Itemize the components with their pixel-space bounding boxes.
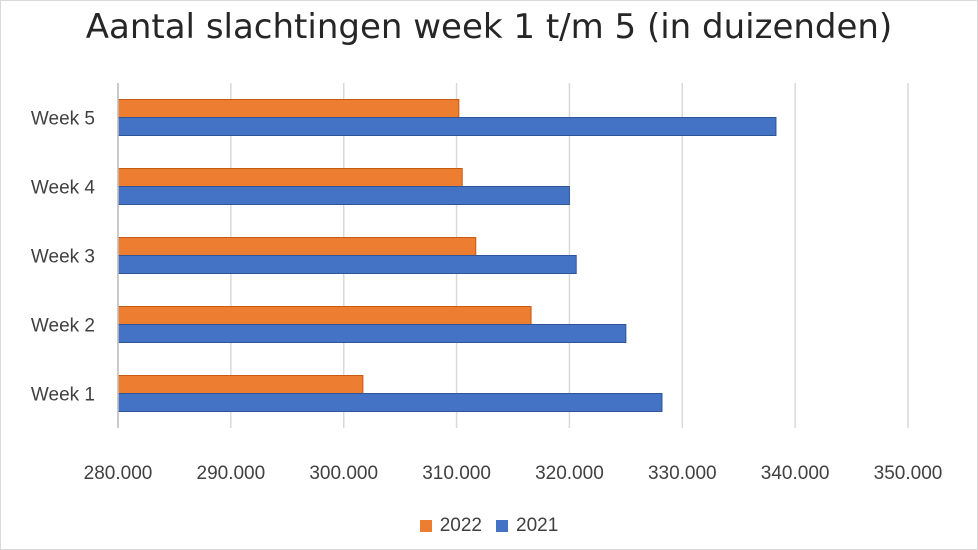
legend-swatch-2022 xyxy=(419,520,432,532)
legend-item-2022: 2022 xyxy=(419,515,482,537)
bar-2021-week-1 xyxy=(117,393,663,412)
x-tick-label: 330.000 xyxy=(648,463,717,484)
y-tick-label: Week 5 xyxy=(31,109,95,130)
bar-2021-week-4 xyxy=(117,186,570,205)
y-tick-label: Week 1 xyxy=(31,385,95,406)
bar-2022-week-3 xyxy=(117,237,477,256)
bar-2022-week-5 xyxy=(117,99,460,118)
x-tick-label: 280.000 xyxy=(84,463,153,484)
x-tick-label: 310.000 xyxy=(422,463,491,484)
y-tick-label: Week 3 xyxy=(31,247,95,268)
bar-2022-week-1 xyxy=(117,375,364,394)
legend-item-2021: 2021 xyxy=(496,515,558,537)
legend: 2022 2021 xyxy=(1,515,977,537)
y-tick-label: Week 4 xyxy=(31,178,96,199)
y-tick-label: Week 2 xyxy=(31,316,95,337)
bar-2021-week-2 xyxy=(117,324,627,343)
bar-2021-week-5 xyxy=(117,117,777,136)
x-tick-label: 340.000 xyxy=(761,463,830,484)
bar-2022-week-2 xyxy=(117,306,532,325)
bar-2022-week-4 xyxy=(117,168,463,187)
chart-title: Aantal slachtingen week 1 t/m 5 (in duiz… xyxy=(85,7,893,47)
legend-label-2022: 2022 xyxy=(439,515,482,536)
x-tick-label: 350.000 xyxy=(874,463,943,484)
legend-label-2021: 2021 xyxy=(516,515,559,536)
x-tick-label: 290.000 xyxy=(197,463,266,484)
x-tick-label: 320.000 xyxy=(535,463,604,484)
legend-swatch-2021 xyxy=(496,520,508,532)
x-tick-label: 300.000 xyxy=(309,463,378,484)
bar-2021-week-3 xyxy=(117,255,577,274)
